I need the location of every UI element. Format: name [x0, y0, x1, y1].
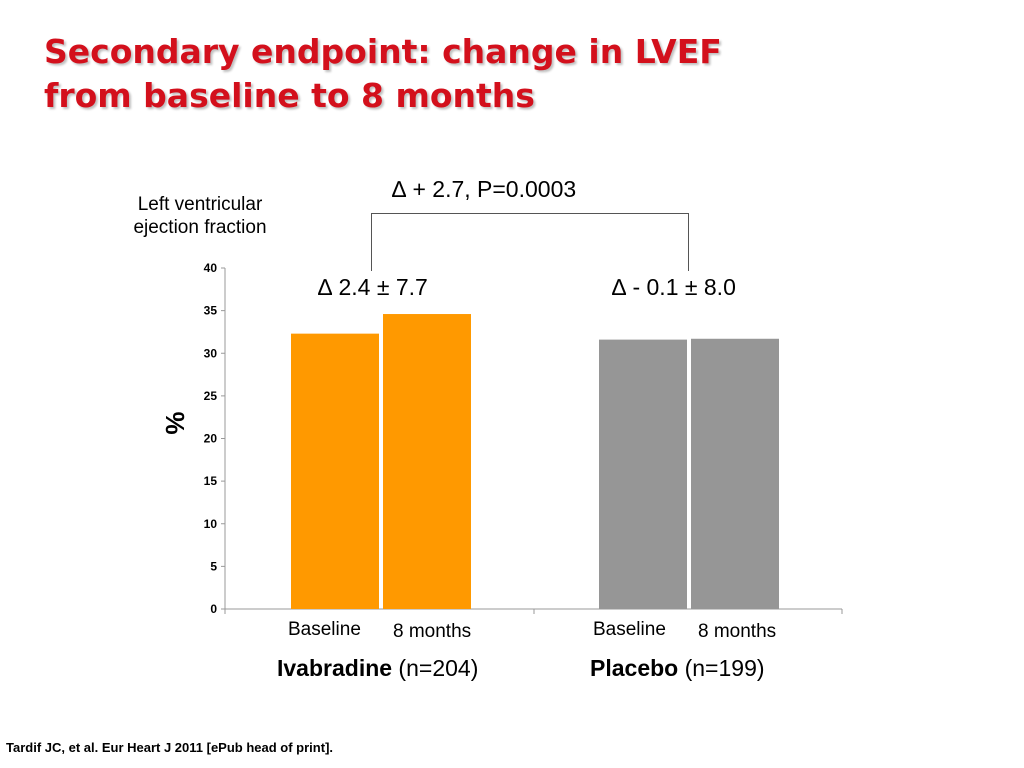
y-tick-label: 25	[204, 389, 218, 403]
delta-comparison-label: ∆ + 2.7, P=0.0003	[392, 176, 577, 202]
category-label-placebo-8-months: 8 months	[698, 621, 777, 642]
y-tick-label: 5	[210, 559, 217, 573]
slide-title: Secondary endpoint: change in LVEF from …	[44, 30, 944, 118]
y-tick-label: 40	[204, 261, 218, 275]
delta-placebo-label: ∆ - 0.1 ± 8.0	[612, 274, 736, 300]
y-axis-description-line2: ejection fraction	[133, 217, 267, 238]
category-label-ivabradine-baseline: Baseline	[288, 619, 361, 640]
y-axis-description-line1: Left ventricular	[137, 194, 263, 215]
bar-ivabradine-8-months	[383, 314, 471, 609]
slide-title-line1: Secondary endpoint: change in LVEF	[44, 32, 722, 71]
group-name-ivabradine: Ivabradine	[277, 655, 393, 681]
y-tick-label: 10	[204, 517, 218, 531]
y-tick-label: 0	[210, 602, 217, 616]
bracket-left	[371, 213, 372, 271]
chart-bars	[291, 314, 779, 609]
category-label-ivabradine-8-months: 8 months	[393, 621, 472, 642]
slide-title-line2: from baseline to 8 months	[44, 76, 535, 115]
category-label-placebo-baseline: Baseline	[593, 619, 666, 640]
group-n-placebo: (n=199)	[678, 655, 765, 681]
bracket-right	[688, 213, 689, 271]
bar-placebo-baseline	[599, 339, 687, 609]
bracket-top	[371, 213, 689, 214]
y-tick-label: 15	[204, 474, 218, 488]
y-axis-description: Left ventricular ejection fraction	[110, 193, 290, 239]
group-label-ivabradine: Ivabradine (n=204)	[277, 655, 478, 682]
delta-ivabradine-label: ∆ 2.4 ± 7.7	[318, 274, 428, 300]
group-n-ivabradine: (n=204)	[392, 655, 479, 681]
footnote-citation: Tardif JC, et al. Eur Heart J 2011 [ePub…	[6, 740, 334, 755]
y-tick-label: 35	[204, 304, 218, 318]
y-tick-label: 20	[204, 432, 218, 446]
group-name-placebo: Placebo	[590, 655, 679, 681]
y-tick-label: 30	[204, 346, 218, 360]
bar-placebo-8-months	[691, 338, 779, 609]
group-label-placebo: Placebo (n=199)	[590, 655, 765, 682]
bar-ivabradine-baseline	[291, 333, 379, 609]
